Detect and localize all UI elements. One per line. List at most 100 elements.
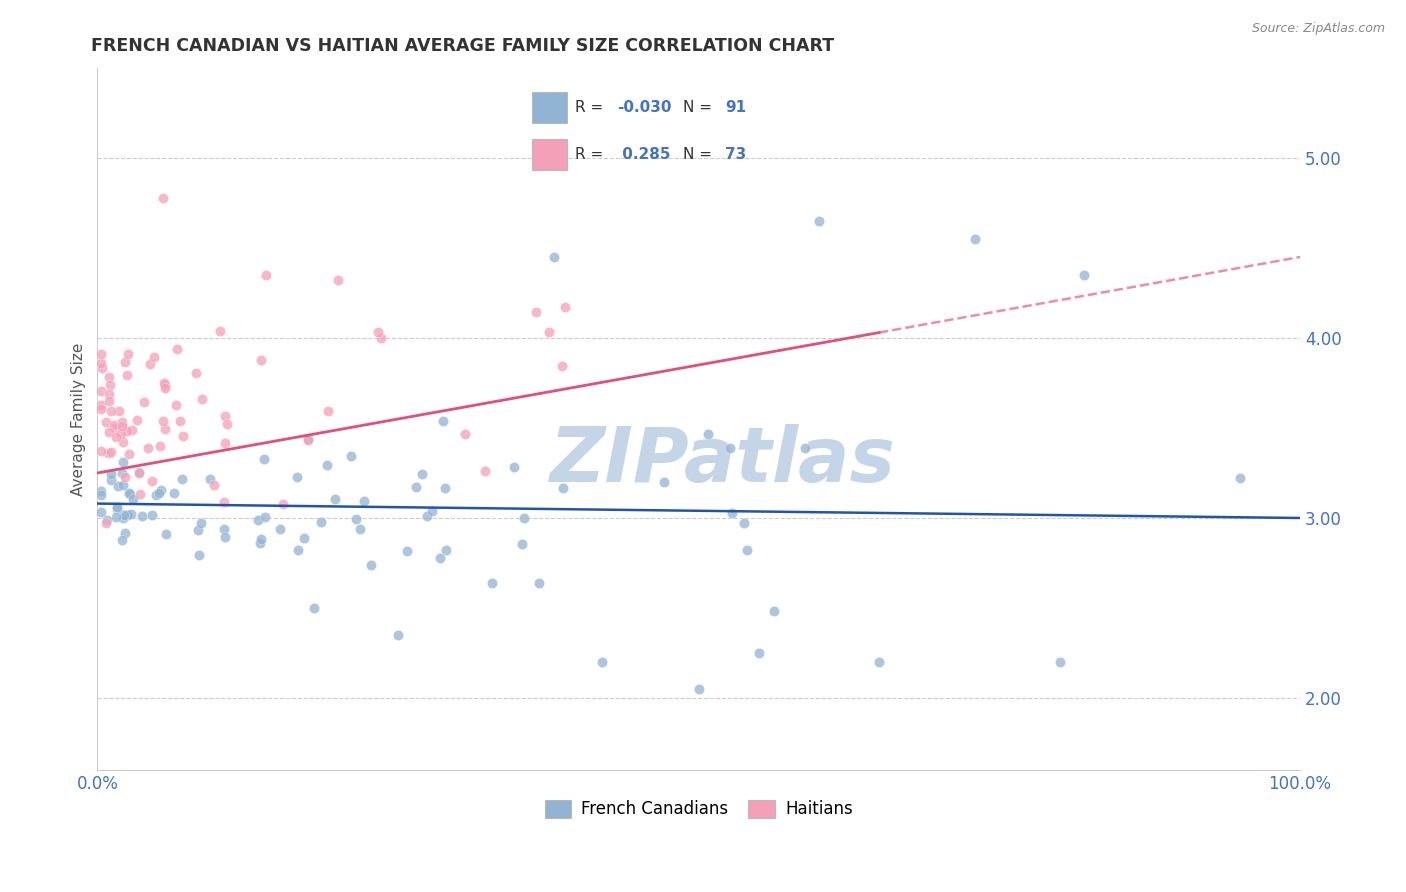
Point bbox=[253, 452, 276, 467]
Point bbox=[688, 681, 710, 696]
Point bbox=[98, 394, 121, 409]
Point bbox=[149, 439, 172, 453]
Point bbox=[98, 387, 121, 401]
Point bbox=[387, 628, 409, 642]
Point bbox=[187, 523, 209, 537]
Point bbox=[187, 549, 209, 563]
Point bbox=[215, 417, 238, 431]
Point bbox=[1049, 655, 1071, 669]
Point bbox=[316, 458, 339, 472]
Point bbox=[271, 497, 294, 511]
Point bbox=[748, 646, 770, 660]
Point bbox=[190, 516, 212, 531]
Point bbox=[104, 421, 127, 435]
Point bbox=[96, 516, 118, 530]
Point bbox=[697, 427, 720, 442]
Point bbox=[114, 470, 136, 484]
Point bbox=[718, 442, 741, 456]
Point bbox=[592, 655, 614, 669]
Point bbox=[145, 488, 167, 502]
Point bbox=[353, 494, 375, 508]
Point bbox=[316, 404, 339, 418]
Point bbox=[132, 395, 155, 409]
Point bbox=[117, 486, 139, 500]
Point bbox=[103, 417, 125, 432]
Point bbox=[420, 504, 443, 518]
Point bbox=[169, 414, 191, 428]
Point bbox=[128, 486, 150, 500]
Point bbox=[172, 472, 194, 486]
Point bbox=[115, 368, 138, 383]
Point bbox=[212, 495, 235, 509]
Point bbox=[90, 347, 112, 361]
Point bbox=[112, 508, 135, 522]
Point bbox=[153, 381, 176, 395]
Point bbox=[117, 447, 139, 461]
Point bbox=[434, 542, 457, 557]
Point bbox=[721, 506, 744, 520]
Point bbox=[807, 214, 830, 228]
Point bbox=[551, 359, 574, 373]
Point bbox=[254, 268, 277, 282]
Point bbox=[105, 500, 128, 515]
Point bbox=[432, 414, 454, 428]
Point bbox=[527, 576, 550, 591]
Point bbox=[202, 478, 225, 492]
Point bbox=[287, 470, 309, 484]
Point bbox=[125, 413, 148, 427]
Point bbox=[118, 487, 141, 501]
Point bbox=[868, 655, 890, 669]
Point bbox=[253, 509, 276, 524]
Point bbox=[115, 508, 138, 523]
Point bbox=[793, 442, 815, 456]
Point bbox=[323, 492, 346, 507]
Point bbox=[111, 419, 134, 434]
Point bbox=[287, 542, 309, 557]
Point bbox=[510, 537, 533, 551]
Point bbox=[97, 446, 120, 460]
Point bbox=[1073, 268, 1095, 282]
Point bbox=[148, 486, 170, 500]
Point bbox=[150, 483, 173, 497]
Point bbox=[111, 533, 134, 547]
Point bbox=[90, 401, 112, 416]
Text: FRENCH CANADIAN VS HAITIAN AVERAGE FAMILY SIZE CORRELATION CHART: FRENCH CANADIAN VS HAITIAN AVERAGE FAMIL… bbox=[91, 37, 835, 55]
Legend: French Canadians, Haitians: French Canadians, Haitians bbox=[538, 793, 859, 825]
Point bbox=[415, 508, 437, 523]
Point bbox=[152, 190, 174, 204]
Point bbox=[349, 522, 371, 536]
Point bbox=[112, 455, 135, 469]
Point bbox=[141, 474, 163, 488]
Point bbox=[114, 355, 136, 369]
Point bbox=[98, 378, 121, 392]
Point bbox=[115, 508, 138, 522]
Point bbox=[652, 475, 675, 489]
Point bbox=[246, 512, 269, 526]
Point bbox=[269, 523, 291, 537]
Point bbox=[128, 466, 150, 480]
Point bbox=[524, 305, 547, 319]
Point bbox=[108, 404, 131, 418]
Point bbox=[163, 486, 186, 500]
Point bbox=[110, 426, 132, 441]
Point bbox=[513, 510, 536, 524]
Point bbox=[326, 273, 349, 287]
Point bbox=[214, 435, 236, 450]
Point bbox=[115, 424, 138, 438]
Point bbox=[107, 479, 129, 493]
Point bbox=[111, 466, 134, 480]
Point bbox=[112, 435, 135, 450]
Point bbox=[297, 434, 319, 448]
Point bbox=[120, 507, 142, 521]
Point bbox=[98, 370, 121, 384]
Point bbox=[481, 576, 503, 591]
Point bbox=[433, 481, 456, 495]
Point bbox=[166, 342, 188, 356]
Point bbox=[212, 522, 235, 536]
Point bbox=[96, 513, 118, 527]
Point bbox=[111, 415, 134, 429]
Point bbox=[1229, 471, 1251, 485]
Point bbox=[297, 432, 319, 446]
Point bbox=[117, 347, 139, 361]
Point bbox=[405, 480, 427, 494]
